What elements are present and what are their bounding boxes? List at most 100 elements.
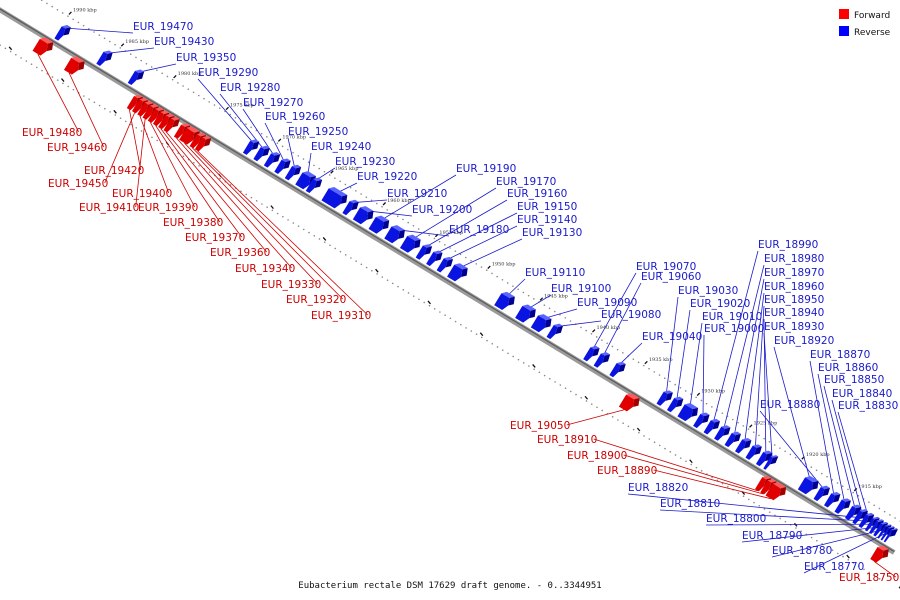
- gene-label-EUR_19020[interactable]: EUR_19020: [690, 298, 750, 310]
- gene-EUR_19150[interactable]: [426, 248, 444, 269]
- gene-label-EUR_19310[interactable]: EUR_19310: [311, 310, 371, 322]
- gene-label-EUR_18860[interactable]: EUR_18860: [818, 362, 878, 374]
- gene-label-EUR_18870[interactable]: EUR_18870: [810, 349, 870, 361]
- gene-EUR_18990[interactable]: [703, 417, 722, 438]
- gene-EUR_19260[interactable]: [274, 156, 292, 177]
- gene-EUR_18960[interactable]: [735, 436, 753, 457]
- gene-label-EUR_19390[interactable]: EUR_19390: [138, 202, 198, 214]
- gene-label-EUR_19350[interactable]: EUR_19350: [176, 52, 236, 64]
- gene-EUR_19060[interactable]: [593, 350, 612, 371]
- gene-label-EUR_18940[interactable]: EUR_18940: [764, 307, 824, 319]
- gene-EUR_19430[interactable]: [96, 48, 114, 69]
- gene-EUR_19210[interactable]: [342, 198, 360, 219]
- gene-label-EUR_18960[interactable]: EUR_18960: [764, 281, 824, 293]
- gene-label-EUR_19400[interactable]: EUR_19400: [112, 188, 172, 200]
- gene-label-EUR_19270[interactable]: EUR_19270: [243, 97, 303, 109]
- gene-EUR_19460[interactable]: [63, 54, 87, 78]
- gene-label-EUR_19260[interactable]: EUR_19260: [265, 111, 325, 123]
- gene-label-EUR_19170[interactable]: EUR_19170: [496, 176, 556, 188]
- gene-label-EUR_19450[interactable]: EUR_19450: [48, 178, 108, 190]
- gene-label-EUR_19040[interactable]: EUR_19040: [642, 331, 702, 343]
- gene-label-EUR_18900[interactable]: EUR_18900: [567, 450, 627, 462]
- gene-label-EUR_19410[interactable]: EUR_19410: [79, 202, 139, 214]
- gene-EUR_19020[interactable]: [666, 395, 685, 416]
- gene-EUR_19280[interactable]: [253, 144, 271, 165]
- gene-EUR_18930[interactable]: [763, 453, 779, 472]
- gene-EUR_18830[interactable]: [858, 511, 876, 531]
- gene-label-EUR_19290[interactable]: EUR_19290: [198, 67, 258, 79]
- gene-label-EUR_18980[interactable]: EUR_18980: [764, 253, 824, 265]
- gene-EUR_19140[interactable]: [436, 255, 455, 276]
- gene-EUR_19090[interactable]: [530, 312, 554, 336]
- gene-label-EUR_19090[interactable]: EUR_19090: [577, 297, 637, 309]
- gene-EUR_19200[interactable]: [352, 204, 376, 228]
- gene-EUR_19100[interactable]: [515, 302, 538, 326]
- gene-EUR_18970[interactable]: [724, 430, 743, 451]
- gene-label-EUR_19070[interactable]: EUR_19070: [636, 261, 696, 273]
- gene-label-EUR_18890[interactable]: EUR_18890: [597, 465, 657, 477]
- gene-label-EUR_18750[interactable]: EUR_18750: [839, 572, 899, 584]
- gene-label-EUR_19190[interactable]: EUR_19190: [456, 163, 516, 175]
- gene-EUR_19270[interactable]: [263, 150, 282, 171]
- gene-EUR_19470[interactable]: [54, 23, 72, 44]
- gene-label-EUR_19160[interactable]: EUR_19160: [507, 188, 567, 200]
- gene-EUR_19480[interactable]: [32, 35, 56, 59]
- gene-label-EUR_19140[interactable]: EUR_19140: [517, 214, 577, 226]
- gene-label-EUR_18830[interactable]: EUR_18830: [838, 400, 898, 412]
- gene-EUR_18870[interactable]: [824, 490, 842, 511]
- gene-EUR_18840[interactable]: [852, 507, 869, 527]
- gene-label-EUR_18850[interactable]: EUR_18850: [824, 374, 884, 386]
- gene-EUR_19110[interactable]: [494, 290, 517, 314]
- gene-EUR_19010[interactable]: [677, 401, 700, 425]
- gene-label-EUR_19080[interactable]: EUR_19080: [601, 309, 661, 321]
- gene-EUR_19050[interactable]: [618, 391, 642, 415]
- gene-EUR_19080[interactable]: [546, 322, 565, 343]
- gene-EUR_19180[interactable]: [384, 223, 407, 247]
- gene-label-EUR_19130[interactable]: EUR_19130: [522, 227, 582, 239]
- gene-EUR_18980[interactable]: [714, 423, 732, 444]
- gene-label-EUR_19000[interactable]: EUR_19000: [704, 323, 764, 335]
- gene-label-EUR_18970[interactable]: EUR_18970: [764, 267, 824, 279]
- gene-label-EUR_19360[interactable]: EUR_19360: [210, 247, 270, 259]
- gene-label-EUR_18780[interactable]: EUR_18780: [772, 545, 832, 557]
- gene-label-EUR_18840[interactable]: EUR_18840: [832, 388, 892, 400]
- gene-label-EUR_19220[interactable]: EUR_19220: [357, 171, 417, 183]
- gene-EUR_19310[interactable]: [194, 134, 213, 155]
- gene-label-EUR_19230[interactable]: EUR_19230: [335, 156, 395, 168]
- gene-label-EUR_19460[interactable]: EUR_19460: [47, 142, 107, 154]
- gene-label-EUR_18790[interactable]: EUR_18790: [742, 530, 802, 542]
- gene-EUR_18880[interactable]: [813, 484, 832, 505]
- gene-label-EUR_19420[interactable]: EUR_19420: [84, 165, 144, 177]
- gene-label-EUR_19210[interactable]: EUR_19210: [387, 188, 447, 200]
- gene-label-EUR_19380[interactable]: EUR_19380: [163, 217, 223, 229]
- gene-label-EUR_19370[interactable]: EUR_19370: [185, 232, 245, 244]
- gene-label-EUR_18920[interactable]: EUR_18920: [774, 335, 834, 347]
- gene-EUR_18750[interactable]: [870, 544, 891, 567]
- gene-label-EUR_18820[interactable]: EUR_18820: [628, 482, 688, 494]
- gene-EUR_19350[interactable]: [127, 67, 146, 88]
- gene-EUR_19230[interactable]: [305, 175, 324, 196]
- gene-label-EUR_19280[interactable]: EUR_19280: [220, 82, 280, 94]
- gene-label-EUR_19480[interactable]: EUR_19480: [22, 127, 82, 139]
- gene-EUR_19030[interactable]: [656, 388, 674, 409]
- gene-EUR_19000[interactable]: [693, 410, 711, 431]
- gene-EUR_19220[interactable]: [321, 185, 349, 212]
- gene-label-EUR_19250[interactable]: EUR_19250: [288, 126, 348, 138]
- gene-EUR_18770[interactable]: [883, 526, 899, 545]
- gene-EUR_19290[interactable]: [242, 137, 261, 158]
- gene-label-EUR_19150[interactable]: EUR_19150: [517, 201, 577, 213]
- gene-label-EUR_18910[interactable]: EUR_18910: [537, 434, 597, 446]
- gene-EUR_18860[interactable]: [834, 496, 852, 517]
- gene-label-EUR_18880[interactable]: EUR_18880: [760, 399, 820, 411]
- gene-EUR_19130[interactable]: [447, 261, 470, 285]
- gene-label-EUR_18950[interactable]: EUR_18950: [764, 294, 824, 306]
- gene-EUR_19040[interactable]: [609, 360, 627, 381]
- gene-EUR_19170[interactable]: [399, 233, 423, 257]
- gene-label-EUR_19430[interactable]: EUR_19430: [154, 36, 214, 48]
- gene-label-EUR_19320[interactable]: EUR_19320: [286, 294, 346, 306]
- gene-label-EUR_18930[interactable]: EUR_18930: [764, 321, 824, 333]
- gene-EUR_18920[interactable]: [797, 474, 821, 498]
- gene-EUR_18950[interactable]: [745, 442, 763, 463]
- gene-EUR_19160[interactable]: [415, 242, 434, 263]
- gene-label-EUR_19470[interactable]: EUR_19470: [133, 21, 193, 33]
